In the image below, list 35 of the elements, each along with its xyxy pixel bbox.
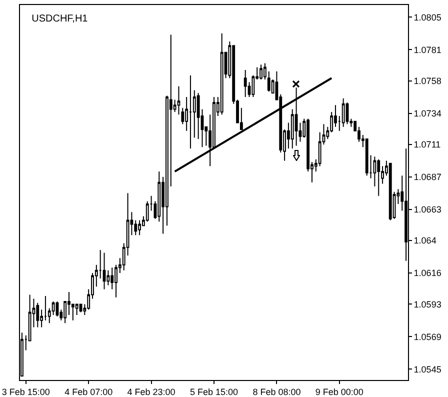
candlestick [365,138,368,176]
candlestick [377,158,380,196]
y-tick-label: 1.0545 [414,364,442,374]
x-tick-label: 4 Feb 07:00 [64,386,113,397]
y-tick-label: 1.0805 [414,12,442,22]
candlestick [177,86,180,116]
y-tick-label: 1.0569 [414,332,442,342]
y-tick-label: 1.0711 [414,140,441,150]
candlestick [36,302,40,328]
x-tick-label: 9 Feb 00:00 [315,386,364,397]
y-tick-label: 1.0593 [414,299,442,310]
x-tick-label: 5 Feb 15:00 [190,386,238,397]
candlestick [79,304,82,313]
y-tick-label: 1.0687 [414,172,442,182]
x-tick-label: 8 Feb 08:00 [252,386,301,397]
x-tick-label: 3 Feb 15:00 [2,386,50,397]
y-tick-label: 1.0758 [414,76,442,86]
candlestick [294,87,298,146]
candlestick [263,62,266,80]
candlestick [260,64,262,80]
candlestick [267,70,270,92]
candlestick [189,74,192,149]
y-tick-label: 1.0663 [414,204,442,215]
y-tick-label: 1.0616 [414,268,442,278]
x-tick-label: 4 Feb 23:00 [127,386,176,397]
candlestick [342,98,345,128]
y-tick-label: 1.0734 [414,108,442,118]
text: USDCHF,H1 [32,13,88,24]
candlestick [220,32,224,116]
y-tick-label: 1.064 [414,236,436,246]
candlestick [102,252,106,290]
candlestick [138,220,141,236]
candlestick [244,69,247,98]
y-tick-label: 1.0781 [414,44,442,55]
candlestick [388,162,392,221]
